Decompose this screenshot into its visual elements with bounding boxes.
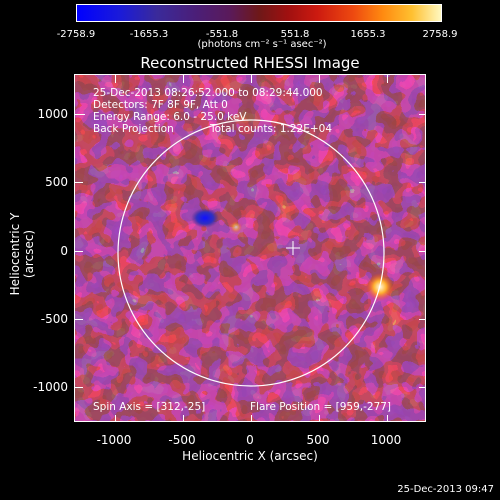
y-tick-label: 500 xyxy=(45,175,68,189)
colorbar-label: -1655.3 xyxy=(129,29,169,40)
bright-spot xyxy=(230,221,242,233)
image-title: Reconstructed RHESSI Image xyxy=(140,54,360,72)
colorbar-label: 1655.3 xyxy=(350,29,386,40)
timestamp: 25-Dec-2013 09:47 xyxy=(397,484,494,495)
x-tick-label: -1000 xyxy=(96,433,132,447)
flare-position: Flare Position = [959,-277] xyxy=(250,401,392,413)
y-tick-label: 1000 xyxy=(37,107,68,121)
energy-range: Energy Range: 6.0 - 25.0 keV xyxy=(93,111,247,123)
y-tick-label: -500 xyxy=(40,312,68,326)
detectors: Detectors: 7F 8F 9F, Att 0 xyxy=(93,99,228,111)
y-tick-label: 0 xyxy=(60,244,68,258)
noise-texture xyxy=(75,75,425,421)
colorbar-label: -2758.9 xyxy=(56,29,96,40)
solar-image-svg xyxy=(75,75,425,421)
colorbar-label: 2758.9 xyxy=(422,29,458,40)
colorbar xyxy=(76,4,442,22)
y-axis-title: Heliocentric Y (arcsec) xyxy=(8,212,36,296)
spin-axis: Spin Axis = [312,-25] xyxy=(93,401,206,413)
x-tick-label: 1000 xyxy=(370,433,402,447)
x-axis-title: Heliocentric X (arcsec) xyxy=(182,449,318,463)
spin-axis-marker xyxy=(286,241,300,255)
colorbar-label: -551.8 xyxy=(205,29,239,40)
solar-limb xyxy=(117,119,385,387)
method: Back Projection xyxy=(93,123,174,135)
x-tick-label: 0 xyxy=(246,433,254,447)
solar-image-plot xyxy=(74,74,426,422)
colorbar-units: (photons cm⁻² s⁻¹ asec⁻²) xyxy=(197,39,327,50)
negative-region xyxy=(191,208,219,228)
time-range: 25-Dec-2013 08:26:52.000 to 08:29:44.000 xyxy=(93,87,323,99)
x-tick-label: -500 xyxy=(168,433,196,447)
total-counts: Total counts: 1.22E+04 xyxy=(210,123,333,135)
colorbar-label: 551.8 xyxy=(280,29,310,40)
y-tick-label: -1000 xyxy=(33,380,68,394)
x-tick-label: 500 xyxy=(306,433,330,447)
